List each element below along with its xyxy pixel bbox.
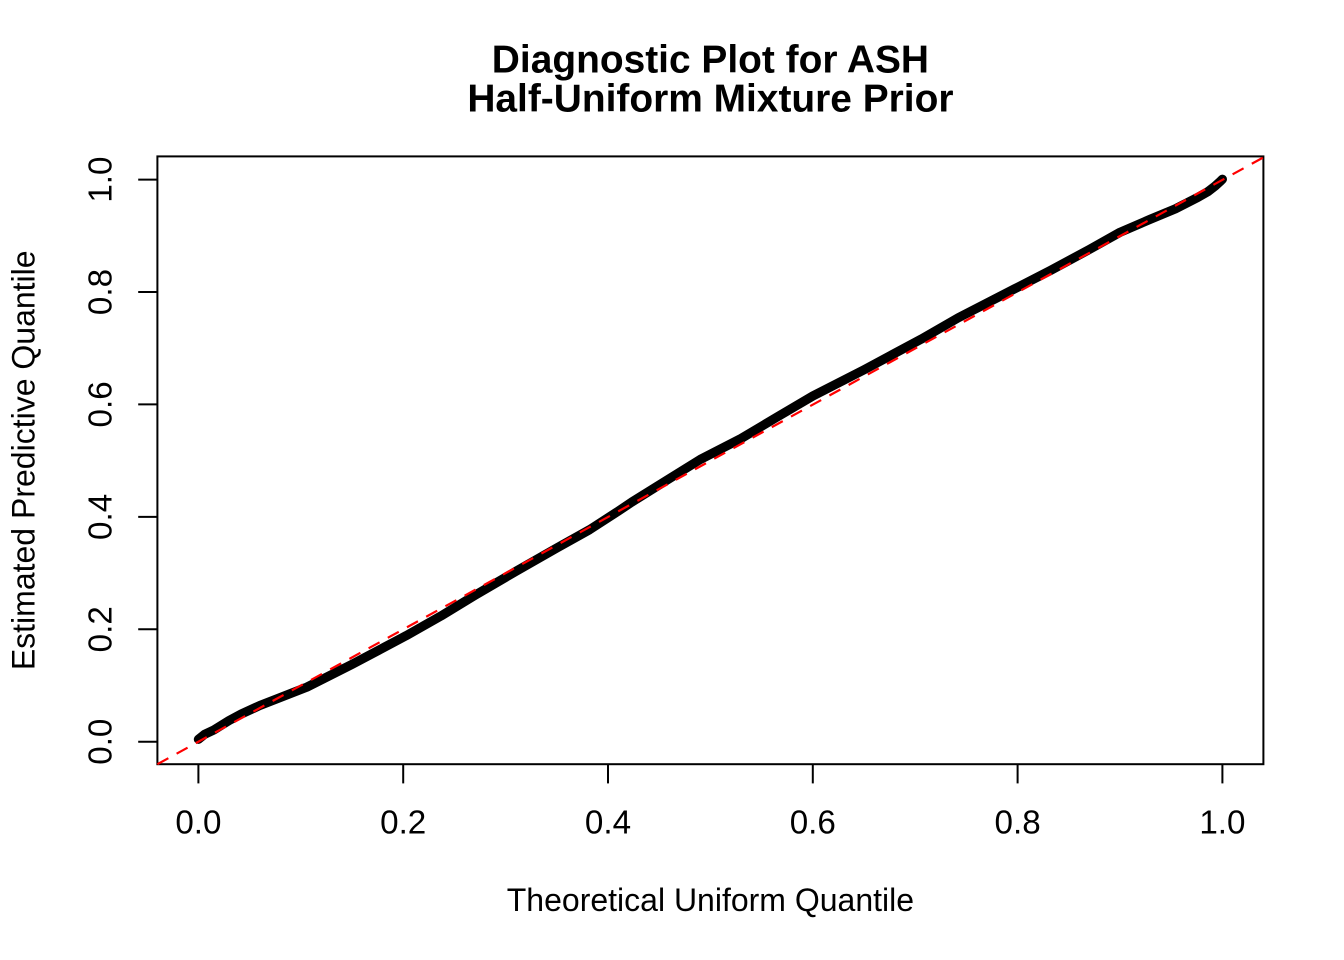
svg-text:Theoretical Uniform Quantile: Theoretical Uniform Quantile — [507, 882, 914, 918]
svg-text:1.0: 1.0 — [1199, 805, 1245, 842]
svg-text:0.8: 0.8 — [995, 805, 1041, 842]
svg-text:0.4: 0.4 — [83, 494, 120, 540]
svg-text:Estimated Predictive Quantile: Estimated Predictive Quantile — [6, 250, 42, 670]
svg-text:0.2: 0.2 — [380, 805, 426, 842]
svg-text:0.0: 0.0 — [83, 719, 120, 765]
svg-text:0.0: 0.0 — [175, 805, 221, 842]
svg-text:Diagnostic Plot for ASH: Diagnostic Plot for ASH — [492, 39, 929, 82]
svg-text:0.2: 0.2 — [83, 606, 120, 652]
svg-text:0.6: 0.6 — [83, 381, 120, 427]
svg-text:0.4: 0.4 — [585, 805, 631, 842]
svg-text:Half-Uniform Mixture Prior: Half-Uniform Mixture Prior — [467, 78, 953, 121]
svg-text:0.8: 0.8 — [83, 269, 120, 315]
svg-text:0.6: 0.6 — [790, 805, 836, 842]
svg-text:1.0: 1.0 — [83, 157, 120, 203]
